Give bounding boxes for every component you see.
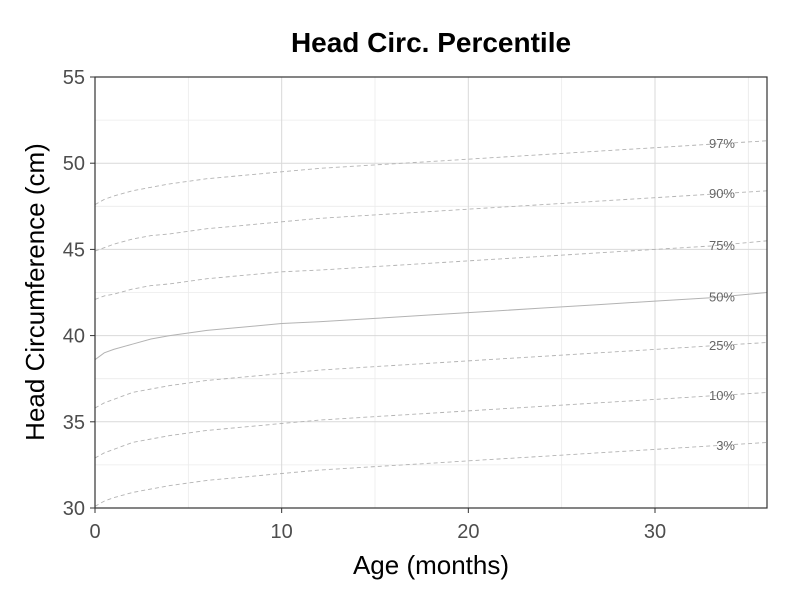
percentile-label: 10% bbox=[709, 388, 735, 403]
percentile-line-25 bbox=[94, 342, 768, 409]
y-tick-label: 45 bbox=[63, 239, 85, 261]
y-tick-label: 40 bbox=[63, 326, 85, 348]
percentile-lines bbox=[94, 140, 768, 507]
axis-ticks: 0 10 20 30 30 35 40 45 50 55 bbox=[63, 67, 666, 543]
percentile-label: 3% bbox=[716, 438, 735, 453]
percentile-line-90 bbox=[94, 190, 768, 252]
grid bbox=[94, 76, 767, 509]
panel-border bbox=[94, 76, 768, 509]
percentile-line-50 bbox=[94, 292, 768, 361]
y-tick-label: 50 bbox=[63, 153, 85, 175]
percentile-line-10 bbox=[94, 392, 768, 459]
percentile-line-3 bbox=[94, 442, 768, 507]
percentile-label: 75% bbox=[709, 238, 735, 253]
percentile-label: 50% bbox=[709, 290, 735, 305]
percentile-label: 25% bbox=[709, 338, 735, 353]
chart-title: Head Circ. Percentile bbox=[290, 27, 572, 58]
y-tick-label: 55 bbox=[63, 67, 85, 89]
percentile-labels: 97% 90% 75% 50% 25% 10% 3% bbox=[709, 136, 735, 453]
x-axis-title: Age (months) bbox=[353, 550, 509, 580]
y-tick-label: 35 bbox=[63, 412, 85, 434]
percentile-line-75 bbox=[94, 240, 768, 300]
y-tick-label: 30 bbox=[63, 498, 85, 520]
x-tick-label: 20 bbox=[457, 521, 479, 543]
x-tick-label: 0 bbox=[89, 521, 100, 543]
x-tick-label: 30 bbox=[644, 521, 666, 543]
y-axis-title: Head Circumference (cm) bbox=[20, 143, 50, 441]
percentile-line-97 bbox=[94, 140, 768, 205]
x-tick-label: 10 bbox=[271, 521, 293, 543]
percentile-label: 90% bbox=[709, 186, 735, 201]
percentile-label: 97% bbox=[709, 136, 735, 151]
